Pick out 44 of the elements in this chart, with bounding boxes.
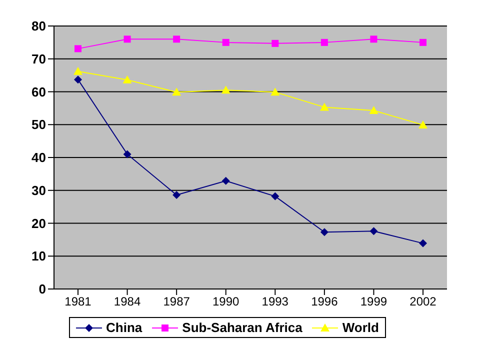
legend-label: China (105, 320, 142, 335)
point (222, 38, 230, 46)
point (172, 88, 182, 96)
point (123, 150, 132, 158)
point (320, 102, 329, 111)
legend-label: World (341, 320, 379, 335)
x-tick-label: 1981 (64, 294, 92, 309)
point (173, 36, 180, 43)
x-tick-label: 1996 (311, 294, 338, 309)
point (320, 228, 328, 236)
x-tick-label: 1987 (163, 294, 190, 309)
y-tick-label: 20 (32, 216, 46, 231)
point (124, 36, 131, 43)
x-tick-label: 1999 (360, 294, 388, 309)
y-tick-label: 70 (32, 51, 46, 66)
y-tick-label: 10 (32, 248, 46, 264)
y-tick-label: 80 (32, 18, 46, 34)
y-tick-label: 30 (32, 182, 46, 198)
x-tick-label: 1990 (212, 294, 240, 309)
y-tick-label: 0 (38, 282, 46, 297)
point (418, 120, 428, 128)
point (370, 227, 378, 236)
y-tick-label: 40 (32, 150, 46, 166)
y-tick-label: 60 (32, 84, 46, 100)
point (369, 106, 378, 114)
point (74, 66, 82, 75)
y-tick-label: 50 (32, 117, 46, 132)
legend-label: Sub-Saharan Africa (181, 320, 302, 335)
point (74, 76, 82, 84)
point (272, 40, 279, 47)
x-tick-label: 2002 (410, 294, 437, 309)
point (221, 86, 230, 94)
point (420, 38, 426, 46)
point (122, 75, 132, 84)
point (172, 190, 181, 199)
point (370, 36, 378, 43)
point (74, 45, 82, 52)
point (320, 38, 328, 46)
point (271, 192, 280, 200)
x-tick-label: 1993 (262, 294, 289, 309)
point (419, 239, 427, 248)
x-tick-label: 1984 (114, 294, 141, 309)
point (270, 88, 280, 96)
point (222, 176, 230, 185)
